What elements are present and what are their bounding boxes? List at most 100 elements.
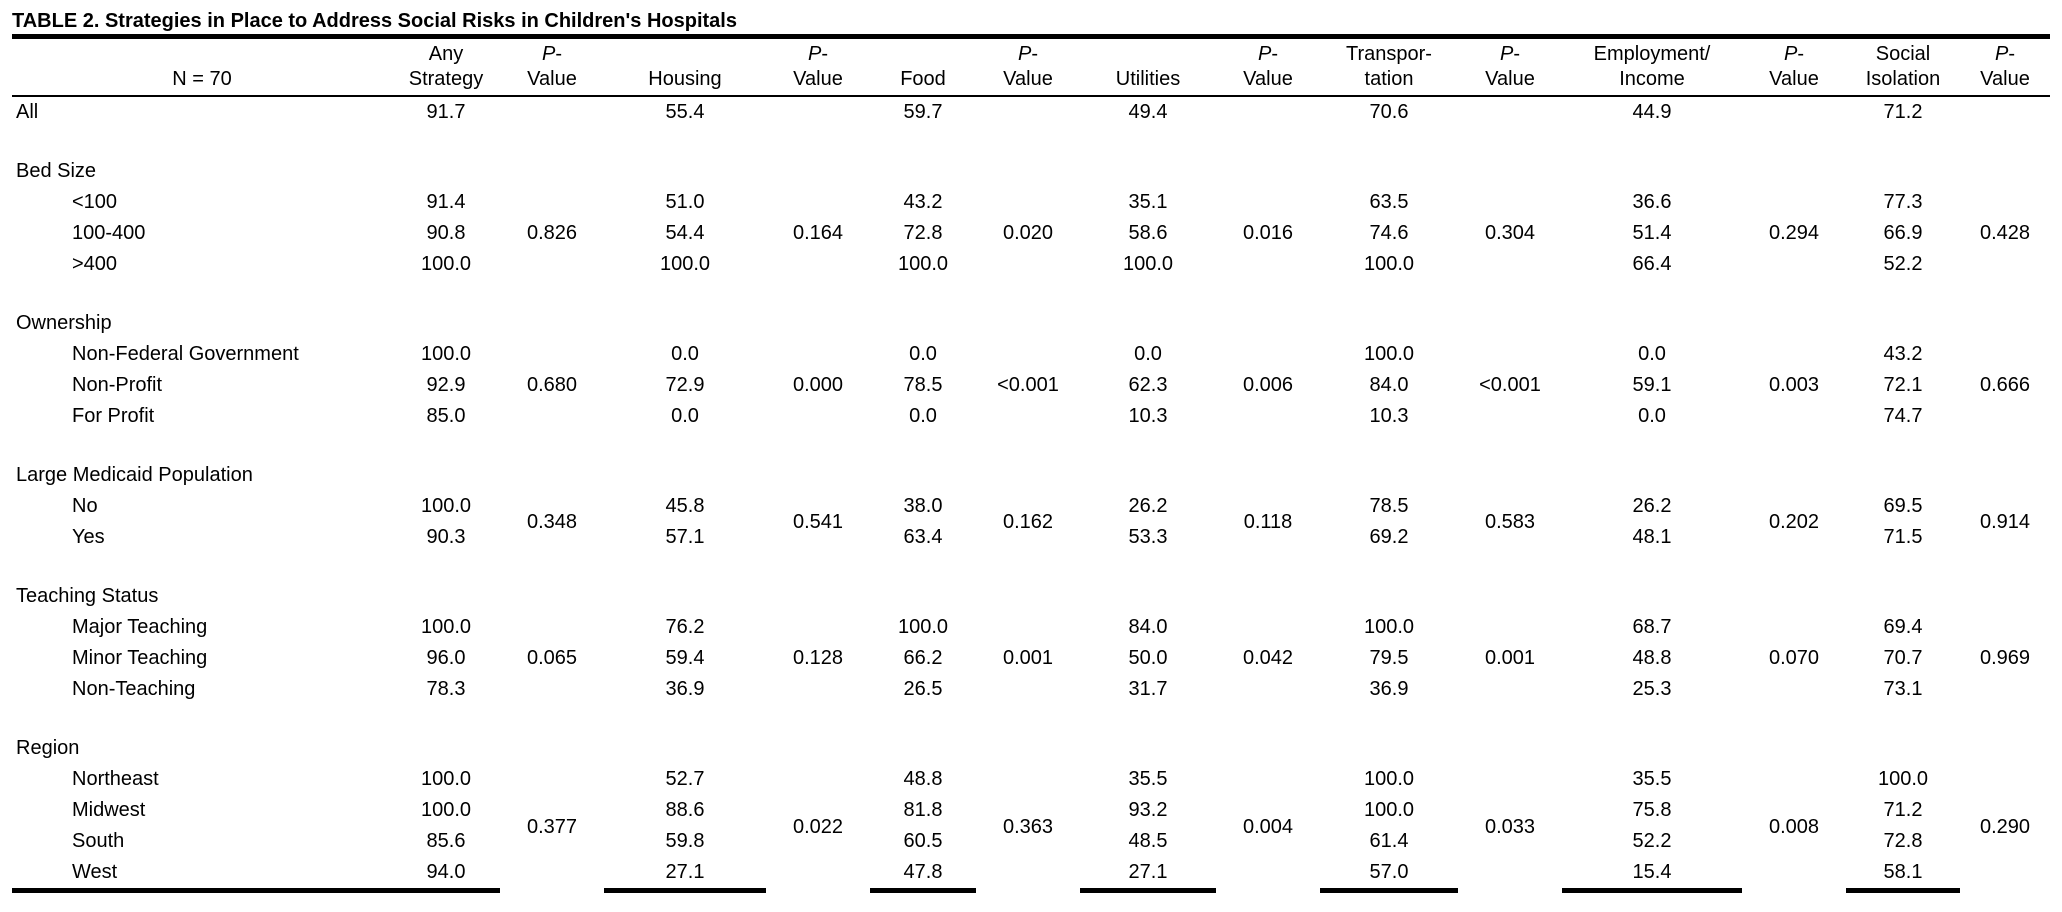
p-value-cell — [976, 96, 1080, 128]
value-cell: 69.4 — [1883, 616, 1923, 638]
value-cell: 100.0 — [420, 768, 472, 790]
value-cell: 35.1 — [1128, 191, 1168, 213]
value-cell: 26.2 — [1632, 495, 1672, 517]
value-cell: 85.6 — [426, 830, 466, 852]
table-row: >400 100.0 100.0 100.0 100.0 100.0 66.4 52.2 — [12, 249, 2050, 280]
spacer-row — [12, 432, 2050, 460]
table-row: West 94.0 27.1 47.8 27.1 57.0 15.4 58.1 — [12, 857, 2050, 893]
value-cell: 100.0 — [1363, 768, 1415, 790]
row-label: Midwest — [72, 799, 146, 821]
table-row: Non-Federal Government 100.0 0.680 0.0 0.000… — [12, 339, 2050, 396]
value-cell: 45.8 — [665, 495, 705, 517]
value-cell: 51.0 — [665, 191, 705, 213]
value-cell: 91.4 — [426, 191, 466, 213]
value-cell: 47.8 — [870, 857, 976, 893]
value-cell: 100.0 — [1363, 616, 1415, 638]
value-cell: 66.4 — [1632, 253, 1672, 275]
spacer-cell — [12, 432, 2050, 460]
value-cell: 48.8 — [1632, 647, 1672, 669]
value-cell: 90.3 — [426, 526, 466, 548]
p-value-cell: 0.001 — [1002, 647, 1054, 669]
row-label: <100 — [72, 191, 118, 213]
value-cell: 70.6 — [1369, 101, 1409, 123]
value-cell: 36.6 — [1632, 191, 1672, 213]
table-row: Non-Profit 92.9 72.9 78.5 62.3 84.0 59.1 72.1 — [12, 370, 2050, 401]
p-value-cell: 0.006 — [1242, 374, 1294, 396]
value-cell: 100.0 — [659, 253, 711, 275]
value-cell: 0.0 — [671, 405, 699, 427]
p-value-cell: 0.033 — [1484, 815, 1536, 838]
p-value-cell: 0.541 — [792, 510, 844, 533]
value-cell: 25.3 — [1632, 678, 1672, 700]
p-value-cell: 0.065 — [526, 647, 578, 669]
value-cell: 52.2 — [1632, 830, 1672, 852]
value-cell: 84.0 — [1128, 616, 1168, 638]
value-cell: 76.2 — [665, 616, 705, 638]
p-value-cell: 0.042 — [1242, 647, 1294, 669]
value-cell: 0.0 — [1134, 343, 1162, 365]
value-cell: 0.0 — [909, 343, 937, 365]
col-social-isolation: Social Isolation — [1846, 34, 1960, 97]
value-cell: 72.8 — [903, 222, 943, 244]
value-cell: 78.5 — [1369, 495, 1409, 517]
value-cell: 73.1 — [1883, 678, 1923, 700]
row-label: Minor Teaching — [72, 647, 208, 669]
p-value-cell: 0.000 — [792, 374, 844, 396]
value-cell: 71.2 — [1883, 101, 1923, 123]
value-cell: 72.8 — [1883, 830, 1923, 852]
value-cell: 36.9 — [665, 678, 705, 700]
p-value-cell: 0.290 — [1979, 815, 2031, 838]
value-cell: 72.9 — [665, 374, 705, 396]
value-cell: 100.0 — [897, 616, 949, 638]
col-p-value: P- Value — [1458, 34, 1562, 97]
value-cell: 68.7 — [1632, 616, 1672, 638]
value-cell: 53.3 — [1128, 526, 1168, 548]
p-value-cell: 0.070 — [1768, 647, 1820, 669]
p-value-cell: 0.128 — [792, 647, 844, 669]
row-label: >400 — [72, 253, 118, 275]
p-value-cell: 0.583 — [1484, 510, 1536, 533]
value-cell: 85.0 — [426, 405, 466, 427]
spacer-row — [12, 280, 2050, 308]
p-value-cell: 0.008 — [1768, 815, 1820, 838]
value-cell: 91.7 — [426, 101, 466, 123]
p-value-cell — [1458, 96, 1562, 128]
table-row: South 85.6 59.8 60.5 48.5 61.4 52.2 72.8 — [12, 826, 2050, 857]
value-cell: 54.4 — [665, 222, 705, 244]
value-cell: 96.0 — [426, 647, 466, 669]
spacer-row — [12, 128, 2050, 156]
value-cell: 48.5 — [1128, 830, 1168, 852]
p-value-cell: <0.001 — [997, 374, 1059, 396]
value-cell: 58.1 — [1846, 857, 1960, 893]
col-p-value: P- Value — [1216, 34, 1320, 97]
value-cell: 93.2 — [1128, 799, 1168, 821]
group-title-row: Teaching Status — [12, 581, 2050, 612]
table-row: <100 91.4 0.826 51.0 0.164 43.2 0.020 35.1 0.016… — [12, 187, 2050, 244]
group-title-row: Large Medicaid Population — [12, 460, 2050, 491]
value-cell: 50.0 — [1128, 647, 1168, 669]
value-cell: 81.8 — [903, 799, 943, 821]
value-cell: 78.5 — [903, 374, 943, 396]
value-cell: 61.4 — [1369, 830, 1409, 852]
p-value-cell: 0.294 — [1768, 222, 1820, 244]
value-cell: 10.3 — [1128, 405, 1168, 427]
value-cell: 72.1 — [1883, 374, 1923, 396]
value-cell: 43.2 — [903, 191, 943, 213]
value-cell: 38.0 — [903, 495, 943, 517]
table-row: 100-400 90.8 54.4 72.8 58.6 74.6 51.4 66.9 — [12, 218, 2050, 249]
value-cell: 100.0 — [1122, 253, 1174, 275]
group-title: Large Medicaid Population — [16, 464, 253, 486]
value-cell: 49.4 — [1128, 101, 1168, 123]
p-value-cell: 0.020 — [1002, 222, 1054, 244]
group-title: Region — [16, 737, 80, 759]
p-value-cell: <0.001 — [1479, 374, 1541, 396]
value-cell: 59.1 — [1632, 374, 1672, 396]
p-value-cell: 0.348 — [526, 510, 578, 533]
row-label: West — [12, 857, 392, 893]
value-cell: 71.5 — [1883, 526, 1923, 548]
value-cell: 90.8 — [426, 222, 466, 244]
row-label: Non-Profit — [72, 374, 163, 396]
value-cell: 75.8 — [1632, 799, 1672, 821]
p-value-cell: 0.826 — [526, 222, 578, 244]
value-cell: 63.4 — [903, 526, 943, 548]
